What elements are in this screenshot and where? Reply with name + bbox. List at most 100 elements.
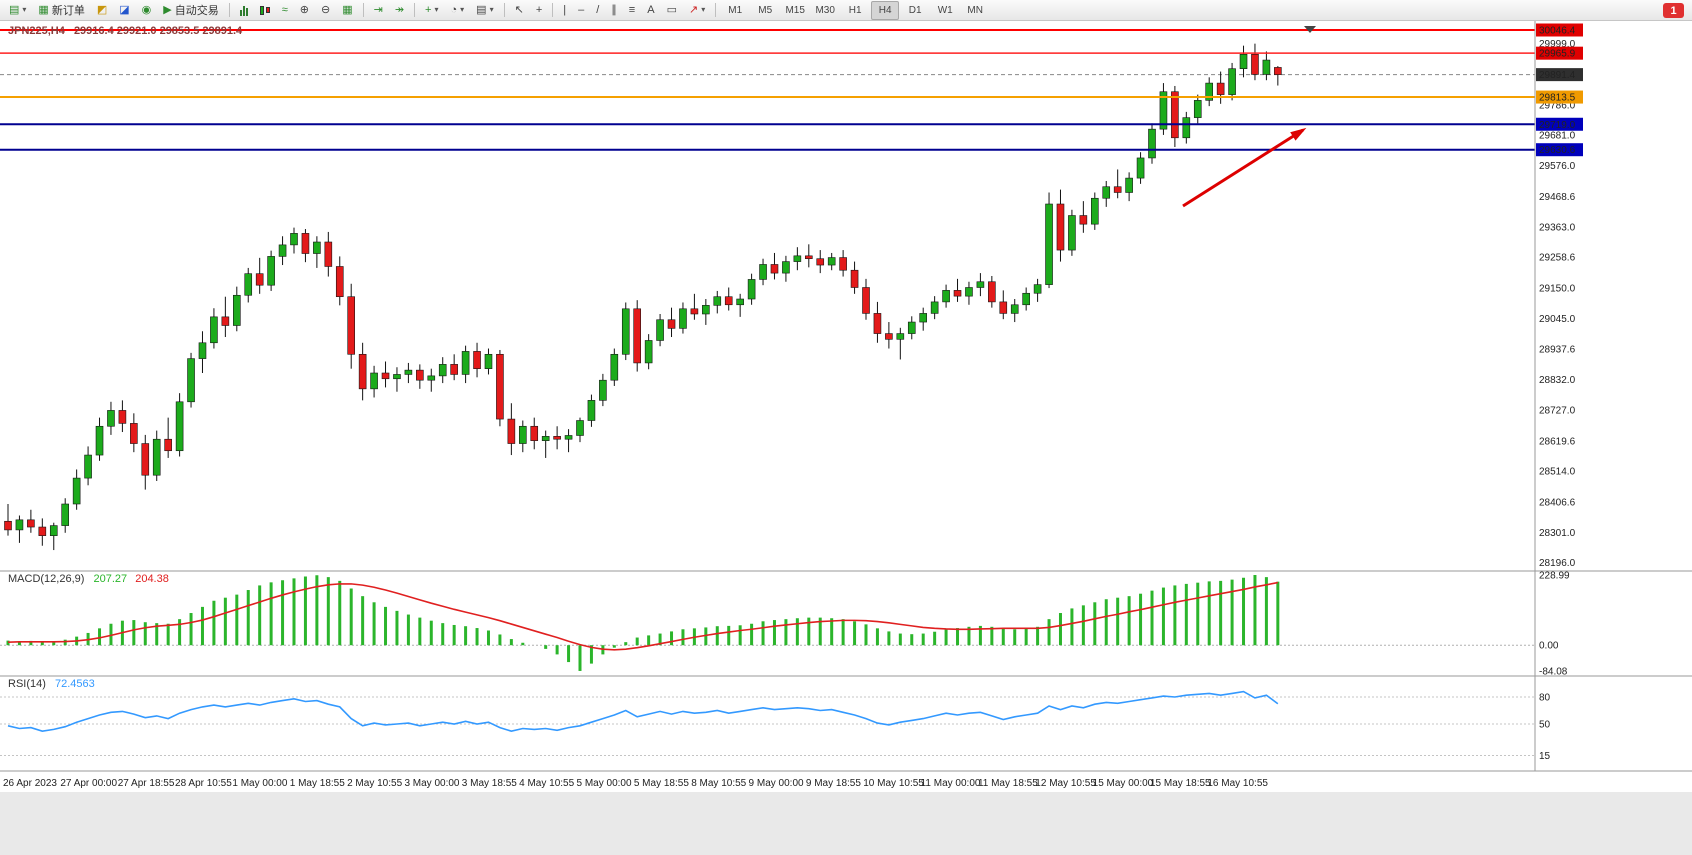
data-window-icon: ◪ (119, 3, 130, 16)
timeframe-H1[interactable]: H1 (848, 4, 862, 16)
svg-text:29258.6: 29258.6 (1539, 252, 1576, 263)
timeframe-W1[interactable]: W1 (937, 4, 953, 16)
rsi-value: 72.4563 (54, 678, 95, 690)
periods-button[interactable]: ◔ ▾ (446, 1, 470, 20)
text-tool-button[interactable]: A (642, 1, 659, 20)
macd-signal-value: 204.38 (135, 573, 169, 585)
svg-text:11 May 00:00: 11 May 00:00 (921, 778, 981, 789)
svg-text:28727.0: 28727.0 (1539, 405, 1576, 416)
market-watch-button[interactable]: ◩ (92, 1, 112, 20)
svg-text:29576.0: 29576.0 (1539, 161, 1576, 172)
arrows-tool-button[interactable]: ↗ ▾ (684, 1, 710, 20)
new-order-label: 新订单 (51, 5, 85, 17)
bar-chart-button[interactable] (235, 1, 253, 20)
zoom-in-button[interactable]: ⊕ (295, 1, 314, 20)
timeframe-H4[interactable]: H4 (871, 0, 900, 20)
rsi-label: RSI(14) (8, 678, 46, 690)
toolbar-separator (362, 3, 364, 17)
notification-badge[interactable]: 1 (1663, 3, 1684, 18)
timeframe-MN[interactable]: MN (967, 4, 983, 16)
line-chart-button[interactable]: ≈ (277, 1, 293, 20)
channel-icon: ∥ (611, 3, 617, 16)
macd-indicator-label: MACD(12,26,9) 207.27 204.38 (8, 573, 169, 585)
svg-text:29681.0: 29681.0 (1539, 131, 1576, 142)
chevron-down-icon: ▾ (701, 5, 706, 14)
macd-main-value: 207.27 (93, 573, 128, 585)
svg-text:28832.0: 28832.0 (1539, 375, 1576, 386)
chart-shift-button[interactable]: ⇥ (369, 1, 388, 20)
svg-text:11 May 18:55: 11 May 18:55 (978, 778, 1038, 789)
svg-text:30046.4: 30046.4 (1539, 26, 1576, 37)
svg-text:3 May 00:00: 3 May 00:00 (404, 778, 459, 789)
horizontal-line-button[interactable]: – (573, 1, 589, 20)
chart-canvas[interactable]: 29999.0 29786.0 29681.0 29576.0 29468.6 29363… (0, 21, 1692, 792)
timeframe-D1[interactable]: D1 (908, 4, 922, 16)
chart-shift-icon: ⇥ (373, 3, 383, 16)
tile-windows-button[interactable]: ▦ (337, 1, 357, 20)
svg-text:228.99: 228.99 (1539, 571, 1570, 582)
data-window-button[interactable]: ◪ (114, 1, 134, 20)
timeframe-M1[interactable]: M1 (728, 4, 743, 16)
toolbar-separator (552, 3, 554, 17)
svg-text:29468.6: 29468.6 (1539, 192, 1576, 203)
autotrade-button[interactable]: ▶ 自动交易 (158, 1, 223, 20)
zoom-out-button[interactable]: ⊖ (316, 1, 335, 20)
vertical-line-button[interactable]: | (558, 1, 571, 20)
svg-text:12 May 10:55: 12 May 10:55 (1035, 778, 1096, 789)
new-order-icon: ▦ (38, 3, 49, 16)
chevron-down-icon: ▾ (460, 5, 465, 14)
trendline-button[interactable]: / (591, 1, 604, 20)
svg-text:28619.6: 28619.6 (1539, 436, 1576, 447)
svg-text:28514.0: 28514.0 (1539, 467, 1576, 478)
svg-text:29363.0: 29363.0 (1539, 222, 1576, 233)
fibonacci-icon: ≡ (628, 3, 636, 16)
candlestick-icon (259, 4, 270, 16)
navigator-button[interactable]: ◉ (137, 1, 157, 20)
timeframe-M30[interactable]: M30 (815, 4, 835, 16)
new-order-button[interactable]: ▦ 新订单 (33, 1, 89, 20)
svg-text:28406.6: 28406.6 (1539, 498, 1576, 509)
new-chart-button[interactable]: ▤ ▾ (4, 1, 31, 20)
svg-text:27 Apr 18:55: 27 Apr 18:55 (118, 778, 175, 789)
cursor-button[interactable]: ↖ (510, 1, 529, 20)
svg-text:9 May 00:00: 9 May 00:00 (749, 778, 804, 789)
text-tool-icon: A (647, 3, 655, 16)
svg-text:28 Apr 10:55: 28 Apr 10:55 (175, 778, 232, 789)
bar-chart-icon (239, 4, 248, 16)
svg-text:10 May 10:55: 10 May 10:55 (863, 778, 924, 789)
svg-text:29719.0: 29719.0 (1539, 120, 1576, 131)
macd-label: MACD(12,26,9) (8, 573, 85, 585)
chart-symbol-period: JPN225,H4 (8, 25, 65, 37)
templates-button[interactable]: ▤ ▾ (471, 1, 498, 20)
channel-button[interactable]: ∥ (606, 1, 622, 20)
candlestick-button[interactable] (255, 1, 275, 20)
auto-scroll-button[interactable]: ↠ (390, 1, 409, 20)
svg-text:2 May 10:55: 2 May 10:55 (347, 778, 402, 789)
toolbar-separator (228, 3, 230, 17)
template-icon: ▤ (476, 3, 487, 16)
svg-text:1 May 00:00: 1 May 00:00 (232, 778, 287, 789)
crosshair-icon: + (535, 3, 543, 16)
label-tool-button[interactable]: ▭ (662, 1, 682, 20)
clock-icon: ◔ (450, 3, 458, 16)
indicators-button[interactable]: + ▾ (420, 1, 443, 20)
svg-text:29813.5: 29813.5 (1539, 93, 1576, 104)
svg-text:29965.9: 29965.9 (1539, 49, 1576, 60)
svg-text:29786.0: 29786.0 (1539, 100, 1576, 111)
line-chart-icon: ≈ (281, 3, 288, 16)
svg-text:4 May 10:55: 4 May 10:55 (519, 778, 574, 789)
toolbar-separator (414, 3, 416, 17)
timeframe-M5[interactable]: M5 (758, 4, 773, 16)
market-watch-icon: ◩ (96, 3, 108, 16)
svg-text:8 May 10:55: 8 May 10:55 (691, 778, 746, 789)
crosshair-button[interactable]: + (531, 1, 547, 20)
svg-text:50: 50 (1539, 720, 1551, 731)
autotrade-label: 自动交易 (174, 5, 219, 17)
svg-text:15: 15 (1539, 751, 1551, 762)
svg-text:15 May 00:00: 15 May 00:00 (1093, 778, 1154, 789)
chart-title: JPN225,H4 29916.4 29921.0 29853.5 29891.… (8, 25, 242, 37)
timeframe-M15[interactable]: M15 (785, 4, 805, 16)
chevron-down-icon: ▾ (434, 5, 439, 14)
fibonacci-button[interactable]: ≡ (624, 1, 640, 20)
svg-text:15 May 18:55: 15 May 18:55 (1150, 778, 1211, 789)
